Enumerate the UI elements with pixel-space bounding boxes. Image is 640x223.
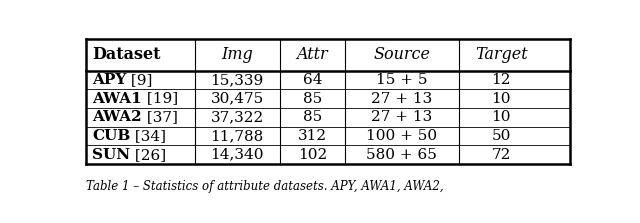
Text: 100 + 50: 100 + 50 <box>366 129 437 143</box>
Text: AWA1: AWA1 <box>92 92 141 106</box>
Text: 27 + 13: 27 + 13 <box>371 110 433 124</box>
Text: [19]: [19] <box>141 92 178 106</box>
Text: 37,322: 37,322 <box>211 110 264 124</box>
Text: CUB: CUB <box>92 129 131 143</box>
Text: [9]: [9] <box>126 73 153 87</box>
Text: 580 + 65: 580 + 65 <box>366 148 437 162</box>
Text: 64: 64 <box>303 73 322 87</box>
Text: 102: 102 <box>298 148 327 162</box>
Text: 10: 10 <box>492 92 511 106</box>
Text: Table 1 – Statistics of attribute datasets. APY, AWA1, AWA2,: Table 1 – Statistics of attribute datase… <box>86 180 444 193</box>
Text: APY: APY <box>92 73 126 87</box>
Text: 15,339: 15,339 <box>211 73 264 87</box>
Text: 10: 10 <box>492 110 511 124</box>
Text: SUN: SUN <box>92 148 130 162</box>
Text: 30,475: 30,475 <box>211 92 264 106</box>
Text: [26]: [26] <box>130 148 166 162</box>
Text: 14,340: 14,340 <box>211 148 264 162</box>
Text: Source: Source <box>373 46 430 63</box>
Text: 27 + 13: 27 + 13 <box>371 92 433 106</box>
Text: [34]: [34] <box>131 129 166 143</box>
Text: Target: Target <box>475 46 527 63</box>
Text: 312: 312 <box>298 129 327 143</box>
Text: Attr: Attr <box>296 46 328 63</box>
Text: Img: Img <box>221 46 253 63</box>
Text: 85: 85 <box>303 110 322 124</box>
Text: 11,788: 11,788 <box>211 129 264 143</box>
Text: [37]: [37] <box>141 110 177 124</box>
Text: 85: 85 <box>303 92 322 106</box>
Text: 50: 50 <box>492 129 511 143</box>
Text: AWA2: AWA2 <box>92 110 141 124</box>
Text: 15 + 5: 15 + 5 <box>376 73 428 87</box>
Text: Dataset: Dataset <box>92 46 161 63</box>
Text: 72: 72 <box>492 148 511 162</box>
Text: 12: 12 <box>492 73 511 87</box>
